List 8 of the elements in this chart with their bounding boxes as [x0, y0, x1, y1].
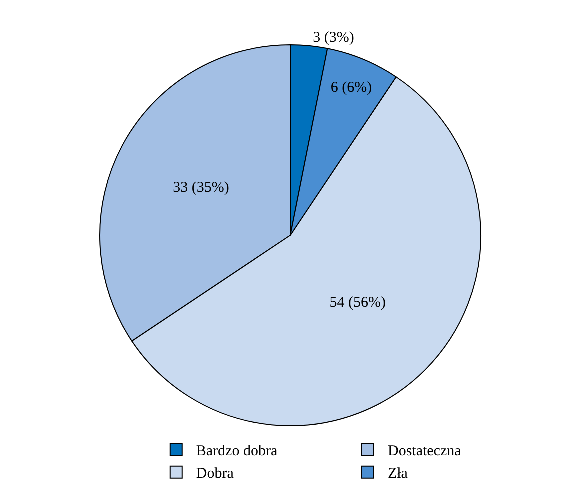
data-label: 6 (6%) [330, 80, 372, 96]
data-label: 3 (3%) [313, 30, 354, 46]
legend-label: Dobra [196, 466, 234, 482]
data-label: 33 (35%) [173, 180, 230, 196]
legend-label: Bardzo dobra [196, 444, 278, 460]
legend-label: Dostateczna [388, 444, 462, 460]
data-label: 54 (56%) [330, 294, 386, 311]
legend-label: Zła [388, 466, 408, 482]
